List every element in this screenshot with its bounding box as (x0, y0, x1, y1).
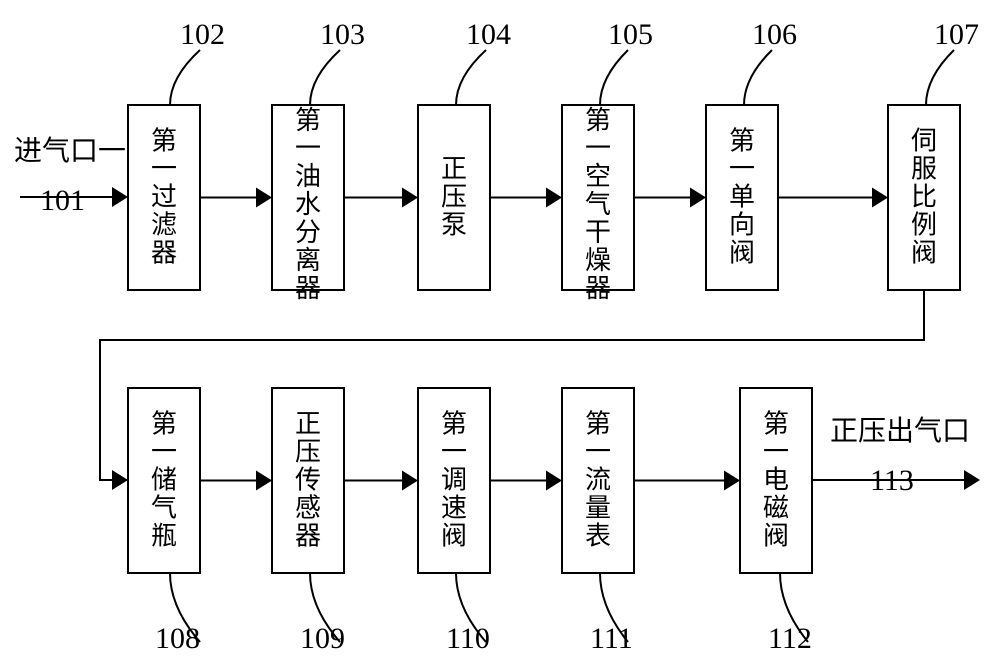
arrow-bot-1-head (402, 471, 418, 491)
wrap-connector-head (112, 470, 128, 490)
node-111-label: 第一流量表 (585, 410, 611, 551)
num-109: 109 (300, 622, 345, 655)
node-107-label: 伺服比例阀 (911, 127, 937, 268)
node-103-label: 第一油水分离器 (295, 106, 321, 303)
node-110-label: 第一调速阀 (441, 410, 467, 551)
arrow-top-3-head (690, 188, 706, 208)
num-102: 102 (180, 18, 225, 51)
flowchart-svg: 第一过滤器 102 第一油水分离器 103 正压泵 104 第一空气干燥器 105 第一单向阀 1… (0, 0, 1000, 669)
num-104: 104 (466, 18, 511, 51)
wrap-connector (100, 290, 924, 480)
node-104-label: 正压泵 (441, 155, 467, 240)
num-108: 108 (155, 622, 200, 655)
node-106-label: 第一单向阀 (729, 127, 755, 268)
arrow-top-2-head (546, 188, 562, 208)
arrow-top-1-head (402, 188, 418, 208)
num-103: 103 (320, 18, 365, 51)
arrow-bot-3-head (724, 471, 740, 491)
node-105-label: 第一空气干燥器 (585, 106, 611, 303)
node-102-label: 第一过滤器 (151, 127, 177, 268)
num-107: 107 (934, 18, 979, 51)
num-106: 106 (752, 18, 797, 51)
node-108-label: 第一储气瓶 (151, 410, 177, 551)
outlet-num: 113 (870, 464, 914, 497)
arrow-bot-0-head (256, 471, 272, 491)
arrow-top-0-head (256, 188, 272, 208)
arrow-bot-2-head (546, 471, 562, 491)
arrow-top-4-head (872, 188, 888, 208)
arrow-inlet-head (112, 187, 128, 207)
outlet-label: 正压出气口 (830, 415, 970, 447)
num-111: 111 (590, 622, 633, 655)
lead-103 (310, 50, 340, 105)
inlet-label: 进气口一 (14, 135, 126, 167)
node-109-label: 正压传感器 (295, 410, 321, 551)
arrow-outlet-head (964, 470, 980, 490)
lead-105 (600, 50, 628, 105)
lead-106 (744, 50, 772, 105)
inlet-num: 101 (40, 184, 85, 217)
node-112-label: 第一电磁阀 (763, 410, 789, 551)
num-112: 112 (768, 622, 812, 655)
lead-104 (456, 50, 486, 105)
num-105: 105 (608, 18, 653, 51)
lead-107 (926, 50, 954, 105)
lead-102 (170, 50, 200, 105)
num-110: 110 (446, 622, 490, 655)
